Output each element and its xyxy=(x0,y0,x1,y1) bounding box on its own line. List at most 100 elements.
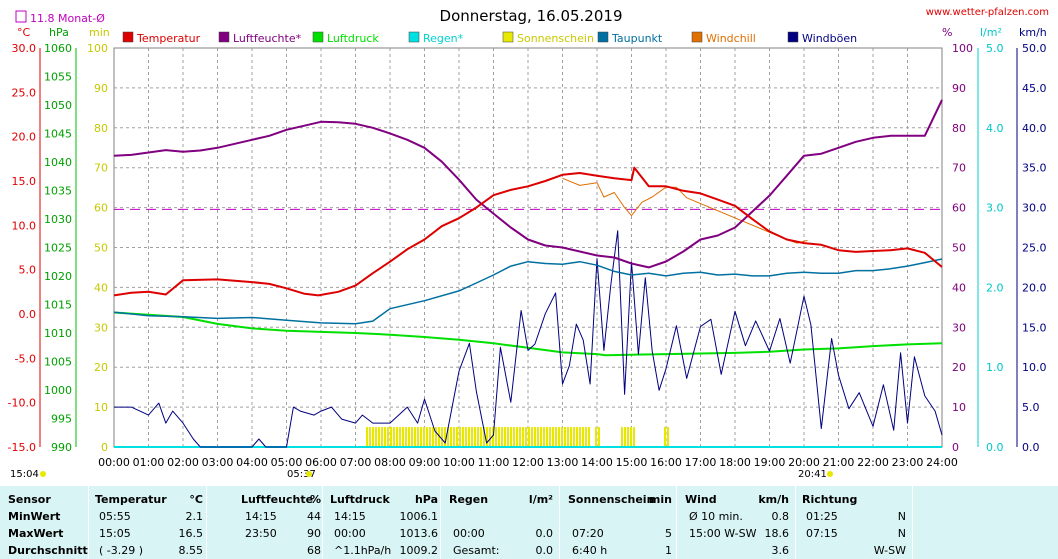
wind-axis-tick-label: 20.0 xyxy=(1022,281,1047,294)
legend-label: Taupunkt xyxy=(611,32,663,45)
sunshine-bar xyxy=(627,427,629,447)
sunshine-bar xyxy=(552,427,554,447)
sunshine-bar xyxy=(405,427,407,447)
sunrise-time: 05:37 xyxy=(287,469,316,480)
table-cell-time: Gesamt: xyxy=(453,544,500,557)
wind-axis-tick-label: 0.0 xyxy=(1022,441,1040,454)
table-cell-time: 05:55 xyxy=(99,510,131,523)
minutes-axis-tick-label: 40 xyxy=(94,281,108,294)
rain-axis-tick-label: 0.0 xyxy=(986,441,1004,454)
sunshine-bar xyxy=(507,427,509,447)
table-cell-value: 3.6 xyxy=(771,544,790,557)
pressure-axis-tick-label: 1060 xyxy=(44,42,72,55)
x-tick-label: 22:00 xyxy=(857,456,889,469)
unit-percent: % xyxy=(942,26,952,39)
percent-axis-tick-label: 30 xyxy=(952,321,966,334)
sunshine-bar xyxy=(435,427,437,447)
legend-swatch xyxy=(218,31,230,43)
row-label: Durchschnitt xyxy=(8,544,88,557)
sunshine-bar xyxy=(408,427,410,447)
x-tick-label: 21:00 xyxy=(823,456,855,469)
legend-swatch xyxy=(691,31,703,43)
temperature-axis-tick-label: -5.0 xyxy=(15,352,36,365)
minutes-axis-tick-label: 20 xyxy=(94,361,108,374)
sunshine-bar xyxy=(664,427,666,447)
table-divider xyxy=(322,486,323,559)
sunshine-bar xyxy=(375,427,377,447)
sunset-icon xyxy=(827,471,833,477)
table-cell-value: 90 xyxy=(307,527,321,540)
wind-axis-tick-label: 25.0 xyxy=(1022,242,1047,255)
sunrise-icon xyxy=(306,471,312,477)
table-cell-value: 0.0 xyxy=(535,527,554,540)
rain-axis-tick-label: 2.0 xyxy=(986,281,1004,294)
wind-axis-tick-label: 45.0 xyxy=(1022,82,1047,95)
statistics-table: Sensor MinWert MaxWert Durchschnitt Temperat… xyxy=(0,486,1058,559)
pressure-axis-tick-label: 1040 xyxy=(44,156,72,169)
pressure-axis-tick-label: 1020 xyxy=(44,270,72,283)
sunshine-bar xyxy=(540,427,542,447)
x-tick-label: 01:00 xyxy=(133,456,165,469)
column-header: Richtung xyxy=(802,493,858,506)
sunshine-bar xyxy=(501,427,503,447)
pressure-axis-tick-label: 1025 xyxy=(44,242,72,255)
x-tick-label: 04:00 xyxy=(236,456,268,469)
sunshine-bar xyxy=(495,427,497,447)
column-unit: °C xyxy=(189,493,203,506)
sunshine-bar xyxy=(483,427,485,447)
pressure-axis-tick-label: 1000 xyxy=(44,384,72,397)
table-cell-time: 15:00 W-SW xyxy=(689,527,757,540)
minutes-axis-tick-label: 60 xyxy=(94,202,108,215)
sunshine-bar xyxy=(414,427,416,447)
sunshine-bar xyxy=(486,427,488,447)
series-line-luftfeuchte xyxy=(113,99,943,269)
table-divider xyxy=(912,486,913,559)
sunshine-bar xyxy=(468,427,470,447)
table-cell-time: 00:00 xyxy=(453,527,485,540)
table-divider xyxy=(206,486,207,559)
chart-title: Donnerstag, 16.05.2019 xyxy=(440,7,623,25)
sunshine-bar xyxy=(549,427,551,447)
pressure-axis-tick-label: 1045 xyxy=(44,128,72,141)
sunshine-bar xyxy=(372,427,374,447)
sunshine-bar xyxy=(510,427,512,447)
column-unit: % xyxy=(309,493,321,506)
wind-axis-tick-label: 50.0 xyxy=(1022,42,1047,55)
monthly-avg-icon xyxy=(15,10,27,23)
percent-axis-tick-label: 10 xyxy=(952,401,966,414)
row-label: MaxWert xyxy=(8,527,64,540)
column-header: Temperatur xyxy=(95,493,167,506)
current-time-icon xyxy=(40,471,46,477)
pressure-axis-tick-label: 1050 xyxy=(44,99,72,112)
sunshine-bar xyxy=(462,427,464,447)
x-tick-label: 20:00 xyxy=(788,456,820,469)
table-divider xyxy=(88,486,89,559)
sunshine-bar xyxy=(396,427,398,447)
x-tick-label: 17:00 xyxy=(685,456,717,469)
x-tick-label: 02:00 xyxy=(167,456,199,469)
sunshine-bar xyxy=(573,427,575,447)
x-tick-label: 09:00 xyxy=(409,456,441,469)
table-cell-value: 16.5 xyxy=(178,527,204,540)
sunshine-bar xyxy=(390,427,392,447)
sunshine-bar xyxy=(459,427,461,447)
wind-axis-tick-label: 40.0 xyxy=(1022,122,1047,135)
x-tick-label: 19:00 xyxy=(754,456,786,469)
x-tick-label: 16:00 xyxy=(650,456,682,469)
table-cell-value: 1006.1 xyxy=(399,510,439,523)
sunshine-bar xyxy=(534,427,536,447)
wind-axis-tick-label: 35.0 xyxy=(1022,162,1047,175)
legend-swatch xyxy=(787,31,799,43)
sunshine-bar xyxy=(432,427,434,447)
table-cell-value: 8.55 xyxy=(178,544,204,557)
column-header: Regen xyxy=(449,493,489,506)
unit-hpa: hPa xyxy=(49,26,69,39)
sunshine-bar xyxy=(546,427,548,447)
sunshine-bar xyxy=(489,427,491,447)
sunshine-bar xyxy=(471,427,473,447)
table-divider xyxy=(440,486,441,559)
sunshine-bar xyxy=(480,427,482,447)
x-tick-label: 06:00 xyxy=(305,456,337,469)
sunshine-bar xyxy=(417,427,419,447)
x-tick-label: 13:00 xyxy=(547,456,579,469)
